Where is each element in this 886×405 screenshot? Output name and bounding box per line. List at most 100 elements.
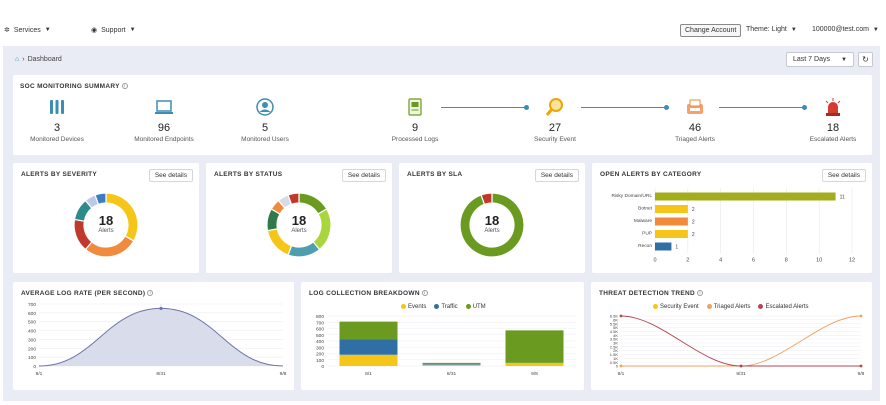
change-account-button[interactable]: Change Account [680,24,742,37]
threat-detection-trend-card: THREAT DETECTION TREND i Security Event T… [591,282,872,390]
user-email: 100000@test.com [812,26,869,33]
y-tick-label: 100 [28,355,36,361]
flow-connector [719,105,807,110]
support-menu[interactable]: ◉ Support ▼ [91,26,136,35]
category-label: PUP [642,231,652,237]
metric-monitored-users[interactable]: 5 Monitored Users [220,97,310,143]
flow-connector [441,105,529,110]
support-icon: ◉ [91,27,98,34]
services-menu[interactable]: ✲ Services ▼ [4,26,51,35]
metric-value: 96 [157,122,171,134]
metric-value: 3 [53,122,61,134]
user-icon [220,97,310,117]
donut-slice [459,192,525,258]
trend-point [619,314,623,318]
x-tick-label: 9/8 [858,371,865,377]
donut-total: 18 [484,213,500,228]
info-icon[interactable]: i [697,290,704,297]
stacked-bar-segment [505,330,564,363]
legend-security-event[interactable]: Security Event [653,304,699,310]
metric-triaged-alerts[interactable]: 46 Triaged Alerts [650,97,740,143]
see-details-button[interactable]: See details [341,169,386,182]
x-tick-label: 8/1 [36,371,43,377]
metric-monitored-devices[interactable]: 3 Monitored Devices [12,97,102,143]
peak-point [159,306,163,311]
stacked-bar-segment [339,339,398,355]
refresh-button[interactable]: ↻ [858,52,873,67]
metric-value: 46 [688,122,702,134]
status-donut [266,192,332,258]
theme-select[interactable]: Theme: Light ▼ [746,26,797,33]
y-tick-label: 100 [316,358,324,364]
card-title: ALERTS BY SLA [407,171,463,178]
y-tick-label: 5.5K [610,321,619,326]
metric-label: Triaged Alerts [675,136,715,143]
donut-unit: Alerts [291,228,307,234]
x-tick-label: 8/1 [365,371,372,377]
legend-triaged-alerts[interactable]: Triaged Alerts [706,304,750,310]
alerts-by-status-card: ALERTS BY STATUS See details 18 Alerts [206,163,392,273]
x-tick-label: 9/8 [531,371,538,377]
services-icon: ✲ [4,27,10,34]
chevron-down-icon: ▼ [841,56,847,63]
x-tick-label: 4 [719,258,722,264]
metric-monitored-endpoints[interactable]: 96 Monitored Endpoints [119,97,209,143]
stacked-bar-segment [422,364,481,365]
summary-title: SOC MONITORING SUMMARY i [20,83,128,90]
bar-value-label: 11 [840,195,845,201]
see-details-button[interactable]: See details [148,169,193,182]
average-log-rate-card: AVERAGE LOG RATE (per second) i 0 100 200 30… [13,282,294,390]
chevron-down-icon: ▼ [44,27,51,33]
threat-trend-line-chart: 00.5K1K1.5K2K2.5K3K3.5K4K4.5K5K5.5K6K6.5… [610,314,865,377]
metric-security-event[interactable]: 27 Security Event [510,97,600,143]
y-tick-label: 0.5K [610,360,619,365]
see-details-button[interactable]: See details [534,169,579,182]
metric-escalated-alerts[interactable]: 18 Escalated Alerts [788,97,878,143]
x-tick-label: 8/31 [156,371,166,377]
metric-processed-logs[interactable]: 9 Processed Logs [370,97,460,143]
date-range-select[interactable]: Last 7 Days ▼ [786,52,854,67]
devices-icon [12,97,102,117]
user-menu[interactable]: 100000@test.com ▼ [812,26,879,33]
legend-escalated-alerts[interactable]: Escalated Alerts [758,304,809,310]
card-title: THREAT DETECTION TREND i [599,290,704,297]
legend-events[interactable]: Events [401,304,426,310]
magnifier-icon [510,97,600,117]
metric-label: Escalated Alerts [809,136,857,143]
bar-value-label: 1 [675,245,678,251]
y-tick-label: 500 [316,333,324,339]
home-icon[interactable]: ⌂ [15,56,20,63]
info-icon[interactable]: i [421,290,428,297]
bar [655,217,688,226]
stacked-bar-segment [422,364,481,366]
chevron-down-icon: ▼ [872,26,879,33]
legend-utm[interactable]: UTM [465,304,486,310]
y-tick-label: 300 [316,345,324,351]
x-tick-label: 9/8 [280,371,287,377]
info-icon[interactable]: i [147,290,154,297]
log-file-icon [370,97,460,117]
metric-label: Monitored Devices [30,136,84,143]
donut-center: 18 Alerts [269,213,329,234]
legend-traffic[interactable]: Traffic [434,304,458,310]
log-collection-card: LOG COLLECTION BREAKDOWN i Events Traffic… [301,282,584,390]
metric-label: Monitored Endpoints [134,136,194,143]
metric-value: 5 [261,122,269,134]
alerts-by-sla-card: ALERTS BY SLA See details 18 Alerts [399,163,585,273]
see-details-button[interactable]: See details [821,169,866,182]
x-tick-label: 8/31 [736,371,746,377]
info-icon[interactable]: i [121,83,128,90]
y-tick-label: 700 [316,320,324,326]
metric-value: 27 [548,122,562,134]
category-label: Recon [638,243,652,249]
y-tick-label: 200 [316,352,324,358]
severity-donut [73,192,139,258]
top-bar: ✲ Services ▼ ◉ Support ▼ Change Account … [0,20,886,46]
donut-total: 18 [98,213,114,228]
area-fill [39,308,283,366]
bar [655,242,672,251]
y-tick-label: 0 [321,364,324,370]
y-tick-label: 2.5K [610,344,619,349]
donut-unit: Alerts [484,228,500,234]
